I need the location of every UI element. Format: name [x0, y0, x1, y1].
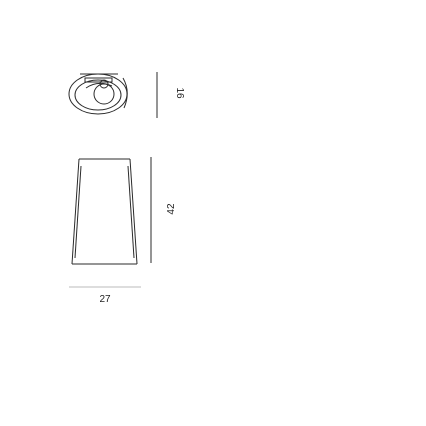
shade-inner-right-line — [127, 165, 135, 259]
side-edge-curve — [122, 77, 128, 109]
shade-inner-left-line — [74, 165, 82, 259]
shade-right-edge — [129, 158, 138, 265]
socket-circle — [99, 79, 109, 89]
dimension-label-27: 27 — [99, 294, 111, 305]
dimension-label-16: 16 — [174, 87, 185, 99]
dimension-label-42: 42 — [166, 203, 177, 215]
ceiling-lamp-top-view — [68, 73, 128, 115]
lamp-inner-ellipse — [74, 79, 122, 111]
shade-left-edge — [71, 158, 80, 265]
dimension-ceiling-height: 16 — [156, 72, 185, 118]
shade-side-view — [71, 158, 138, 265]
bulb-circle — [93, 83, 115, 105]
dimension-width: 27 — [69, 286, 141, 305]
mounting-plate-outline — [84, 77, 113, 83]
dimension-shade-height: 42 — [150, 157, 177, 263]
inner-highlight-arc — [85, 82, 113, 89]
